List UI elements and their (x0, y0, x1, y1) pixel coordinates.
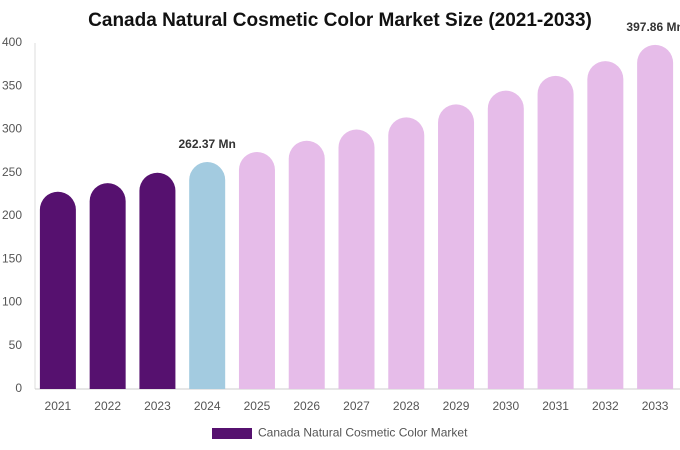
y-tick-label: 400 (2, 35, 22, 49)
bar (637, 44, 674, 389)
x-tick-label: 2030 (492, 399, 519, 413)
bar (189, 162, 226, 389)
x-tick-label: 2033 (642, 399, 669, 413)
legend-label: Canada Natural Cosmetic Color Market (258, 426, 468, 440)
x-tick-label: 2023 (144, 399, 171, 413)
x-tick-label: 2031 (542, 399, 569, 413)
bar (537, 75, 574, 390)
chart-title: Canada Natural Cosmetic Color Market Siz… (88, 10, 592, 31)
y-tick-label: 250 (2, 165, 22, 179)
y-tick-label: 50 (9, 338, 23, 352)
x-tick-label: 2022 (94, 399, 121, 413)
x-tick-label: 2024 (194, 399, 221, 413)
x-tick-label: 2029 (443, 399, 470, 413)
x-tick-label: 2026 (293, 399, 320, 413)
bar (39, 191, 76, 389)
y-tick-label: 200 (2, 208, 22, 222)
legend-swatch (212, 428, 252, 439)
y-tick-label: 150 (2, 251, 22, 265)
bar (288, 140, 325, 389)
bar (139, 172, 176, 389)
bar (487, 90, 524, 389)
x-tick-label: 2027 (343, 399, 370, 413)
bar (238, 151, 275, 389)
bar (438, 104, 475, 389)
x-tick-label: 2025 (244, 399, 271, 413)
bar (587, 61, 624, 389)
bar (388, 117, 425, 389)
bar (89, 183, 126, 389)
y-tick-label: 0 (15, 381, 22, 395)
bar (338, 129, 375, 389)
x-tick-label: 2032 (592, 399, 619, 413)
y-tick-label: 300 (2, 122, 22, 136)
y-tick-label: 100 (2, 295, 22, 309)
value-label: 262.37 Mn (179, 137, 236, 151)
x-tick-label: 2028 (393, 399, 420, 413)
value-label: 397.86 Mn (626, 20, 680, 34)
x-tick-label: 2021 (45, 399, 72, 413)
y-tick-label: 350 (2, 78, 22, 92)
